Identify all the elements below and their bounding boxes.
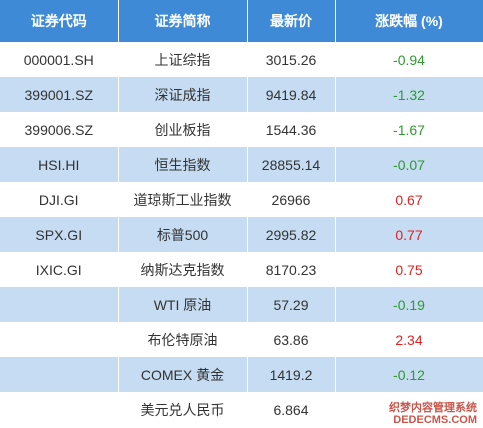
table-row: IXIC.GI 纳斯达克指数 8170.23 0.75 [0,252,483,287]
table-cell: WTI 原油 [118,287,248,322]
table-cell: DJI.GI [0,182,119,217]
table-cell: 399006.SZ [0,112,119,147]
table-body: 000001.SH 上证综指 3015.26 -0.94 399001.SZ 深证成指 94… [0,42,483,427]
table-row: COMEX 黄金 1419.2 -0.12 [0,357,483,392]
table-cell: 2995.82 [247,217,336,252]
table-cell: HSI.HI [0,147,119,182]
table-row: HSI.HI 恒生指数 28855.14 -0.07 [0,147,483,182]
table-cell: 26966 [247,182,336,217]
header-cell: 涨跌幅 (%) [335,0,483,42]
table-cell: 美元兑人民币 [118,392,248,427]
header-cell: 证券代码 [0,0,119,42]
watermark-text: DEDECMS.COM [393,414,477,426]
table-cell: 布伦特原油 [118,322,248,357]
table-row: 000001.SH 上证综指 3015.26 -0.94 [0,42,483,77]
table-cell: 恒生指数 [118,147,248,182]
table-cell: -1.67 [335,112,483,147]
table-cell [0,357,119,392]
table-cell: 63.86 [247,322,336,357]
table-cell: SPX.GI [0,217,119,252]
table-cell: 399001.SZ [0,77,119,112]
table-cell: 57.29 [247,287,336,322]
table-cell: 28855.14 [247,147,336,182]
header-row: 证券代码 证券简称 最新价 涨跌幅 (%) [0,0,483,42]
table-cell: 深证成指 [118,77,248,112]
table-cell: IXIC.GI [0,252,119,287]
table-cell: 8170.23 [247,252,336,287]
table-cell: 1419.2 [247,357,336,392]
table-row: WTI 原油 57.29 -0.19 [0,287,483,322]
table-cell: 0.67 [335,182,483,217]
table-cell: 0.75 [335,252,483,287]
table-cell: 标普500 [118,217,248,252]
table-row: 美元兑人民币 6.864 [0,392,483,427]
table-cell: 创业板指 [118,112,248,147]
table-row: 399006.SZ 创业板指 1544.36 -1.67 [0,112,483,147]
table-row: SPX.GI 标普500 2995.82 0.77 [0,217,483,252]
table-cell: -0.12 [335,357,483,392]
table-cell: 6.864 [247,392,336,427]
table-cell: 000001.SH [0,42,119,77]
table-cell: 1544.36 [247,112,336,147]
table-cell: 2.34 [335,322,483,357]
table-cell: -0.07 [335,147,483,182]
table-cell: 上证综指 [118,42,248,77]
watermark-text: 织梦内容管理系统 [389,402,477,414]
header-cell: 最新价 [247,0,336,42]
table-cell: 3015.26 [247,42,336,77]
table-cell [0,322,119,357]
table-cell: -1.32 [335,77,483,112]
table-cell [0,287,119,322]
table-cell: -0.94 [335,42,483,77]
table-cell: 纳斯达克指数 [118,252,248,287]
header-cell: 证券简称 [118,0,248,42]
table-cell: -0.19 [335,287,483,322]
table-cell: 道琼斯工业指数 [118,182,248,217]
table-cell [0,392,119,427]
table-cell: COMEX 黄金 [118,357,248,392]
table-row: 399001.SZ 深证成指 9419.84 -1.32 [0,77,483,112]
table-row: 布伦特原油 63.86 2.34 [0,322,483,357]
table-row: DJI.GI 道琼斯工业指数 26966 0.67 [0,182,483,217]
watermark: 织梦内容管理系统 DEDECMS.COM [389,402,477,426]
table-cell: 0.77 [335,217,483,252]
table-cell: 9419.84 [247,77,336,112]
